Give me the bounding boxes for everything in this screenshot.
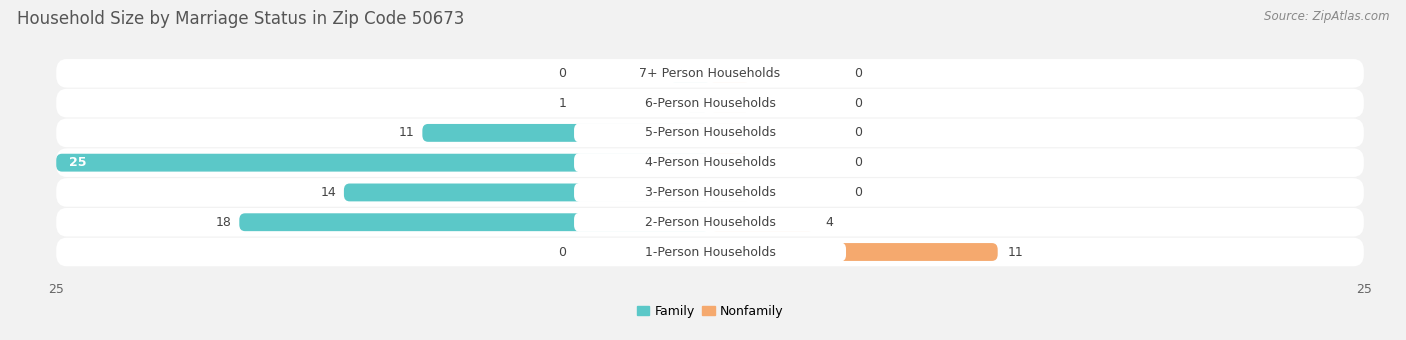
Text: 5-Person Households: 5-Person Households (644, 126, 776, 139)
Text: 0: 0 (853, 126, 862, 139)
Text: 1: 1 (558, 97, 567, 109)
FancyBboxPatch shape (574, 213, 846, 232)
Text: 6-Person Households: 6-Person Households (644, 97, 776, 109)
Text: 0: 0 (853, 186, 862, 199)
Text: 0: 0 (558, 245, 567, 258)
Text: 4-Person Households: 4-Person Households (644, 156, 776, 169)
FancyBboxPatch shape (56, 59, 1364, 88)
FancyBboxPatch shape (710, 243, 998, 261)
FancyBboxPatch shape (574, 242, 846, 261)
Text: 0: 0 (853, 97, 862, 109)
Text: 7+ Person Households: 7+ Person Households (640, 67, 780, 80)
Legend: Family, Nonfamily: Family, Nonfamily (631, 300, 789, 323)
FancyBboxPatch shape (710, 184, 749, 201)
Text: 2-Person Households: 2-Person Households (644, 216, 776, 229)
Text: 0: 0 (853, 156, 862, 169)
Text: Source: ZipAtlas.com: Source: ZipAtlas.com (1264, 10, 1389, 23)
Text: 0: 0 (558, 67, 567, 80)
FancyBboxPatch shape (344, 184, 710, 201)
Text: 0: 0 (853, 67, 862, 80)
FancyBboxPatch shape (56, 238, 1364, 266)
Text: 11: 11 (1008, 245, 1024, 258)
FancyBboxPatch shape (239, 213, 710, 231)
FancyBboxPatch shape (56, 208, 1364, 237)
FancyBboxPatch shape (422, 124, 710, 142)
Text: 3-Person Households: 3-Person Households (644, 186, 776, 199)
Text: 14: 14 (321, 186, 336, 199)
FancyBboxPatch shape (574, 183, 846, 202)
FancyBboxPatch shape (56, 119, 1364, 147)
Text: Household Size by Marriage Status in Zip Code 50673: Household Size by Marriage Status in Zip… (17, 10, 464, 28)
FancyBboxPatch shape (710, 213, 814, 231)
Text: 11: 11 (399, 126, 415, 139)
FancyBboxPatch shape (574, 153, 846, 172)
FancyBboxPatch shape (683, 94, 710, 112)
FancyBboxPatch shape (56, 89, 1364, 117)
FancyBboxPatch shape (710, 64, 749, 82)
FancyBboxPatch shape (56, 148, 1364, 177)
FancyBboxPatch shape (574, 123, 846, 142)
FancyBboxPatch shape (574, 64, 846, 83)
FancyBboxPatch shape (56, 154, 710, 172)
FancyBboxPatch shape (710, 94, 749, 112)
FancyBboxPatch shape (56, 178, 1364, 207)
FancyBboxPatch shape (710, 124, 749, 142)
FancyBboxPatch shape (671, 243, 710, 261)
Text: 4: 4 (825, 216, 832, 229)
FancyBboxPatch shape (574, 94, 846, 113)
FancyBboxPatch shape (671, 64, 710, 82)
Text: 25: 25 (69, 156, 87, 169)
FancyBboxPatch shape (710, 154, 749, 172)
Text: 18: 18 (215, 216, 232, 229)
Text: 1-Person Households: 1-Person Households (644, 245, 776, 258)
